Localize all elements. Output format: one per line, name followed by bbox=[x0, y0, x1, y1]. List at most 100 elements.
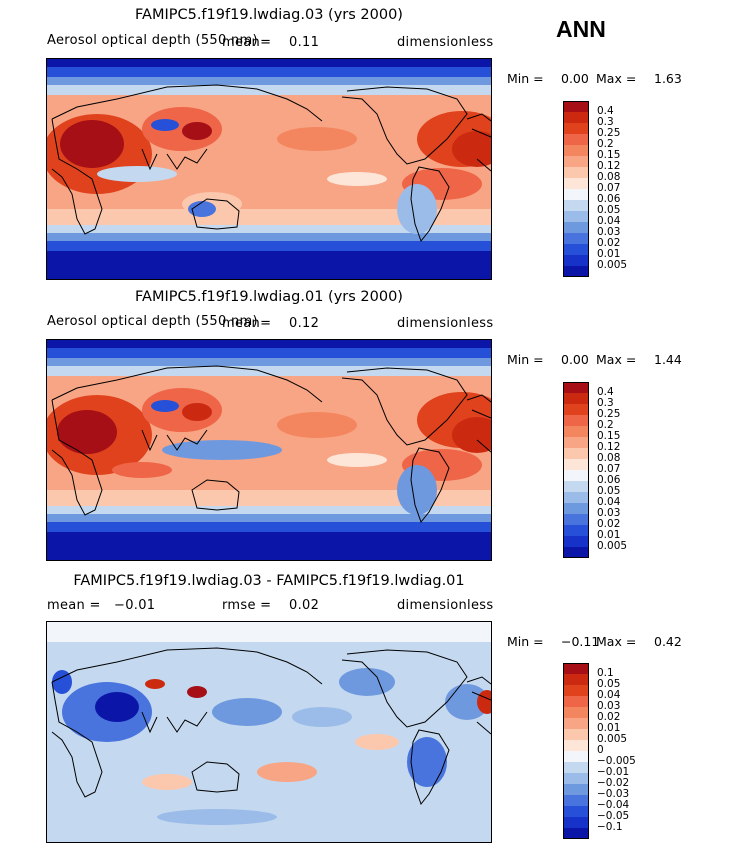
colorbar-tick-label: 0.2 bbox=[597, 419, 614, 431]
colorbar-tick-label: 0.25 bbox=[597, 127, 621, 139]
colorbar-swatch bbox=[563, 156, 589, 167]
colorbar-tick-label: 0.15 bbox=[597, 149, 621, 161]
colorbar-swatch bbox=[563, 382, 589, 393]
panel-1-variable-label: Aerosol optical depth (550 nm) bbox=[47, 33, 258, 48]
field-blob bbox=[187, 686, 207, 698]
colorbar-swatch bbox=[563, 481, 589, 492]
panel-2-mean-value: 0.12 bbox=[289, 316, 320, 331]
colorbar-swatch bbox=[563, 470, 589, 481]
colorbar-swatch bbox=[563, 200, 589, 211]
panel-1-title: FAMIPC5.f19f19.lwdiag.03 (yrs 2000) bbox=[135, 7, 403, 23]
panel-3-map-svg bbox=[47, 622, 491, 842]
colorbar-tick-label: 0.02 bbox=[597, 237, 621, 249]
colorbar-tick-label: 0.3 bbox=[597, 116, 614, 128]
field-blob bbox=[182, 122, 212, 140]
colorbar-tick-label: 0.4 bbox=[597, 105, 614, 117]
colorbar-swatch bbox=[563, 233, 589, 244]
colorbar-swatch bbox=[563, 167, 589, 178]
colorbar-swatch bbox=[563, 784, 589, 795]
colorbar-tick-label: 0.03 bbox=[597, 507, 621, 519]
panel-1-max-value: 1.63 bbox=[654, 71, 682, 86]
field-band bbox=[47, 622, 491, 642]
panel-3-map bbox=[46, 621, 492, 843]
panel-3-title: FAMIPC5.f19f19.lwdiag.03 - FAMIPC5.f19f1… bbox=[73, 573, 465, 589]
colorbar-swatch bbox=[563, 696, 589, 707]
colorbar-tick-label: 0.15 bbox=[597, 430, 621, 442]
field-band bbox=[47, 522, 491, 534]
coastline-australia bbox=[191, 761, 240, 793]
field-band bbox=[47, 225, 491, 235]
colorbar-tick-label: 0.005 bbox=[597, 540, 628, 552]
colorbar-swatch bbox=[563, 729, 589, 740]
field-blob bbox=[95, 692, 139, 722]
coastline-africa-eurasia bbox=[51, 84, 323, 235]
coastline-south-america bbox=[410, 729, 450, 806]
colorbar-tick-label: 0.07 bbox=[597, 463, 621, 475]
panel-2-max-value: 1.44 bbox=[654, 352, 682, 367]
panel-3-rmse-value: 0.02 bbox=[289, 598, 320, 613]
field-blob bbox=[355, 734, 399, 750]
colorbar-tick-label: 0.08 bbox=[597, 171, 621, 183]
field-blob bbox=[60, 120, 124, 168]
field-blob bbox=[182, 403, 212, 421]
panel-3-rmse-label: rmse = bbox=[222, 598, 272, 613]
field-band bbox=[47, 251, 491, 279]
colorbar-tick-label: 0.03 bbox=[597, 226, 621, 238]
colorbar-swatch bbox=[563, 266, 589, 277]
colorbar-tick-label: 0.02 bbox=[597, 518, 621, 530]
coastline-south-america bbox=[410, 447, 450, 524]
panel-2-min-value: 0.00 bbox=[561, 352, 589, 367]
panel-2-min-label: Min = bbox=[507, 352, 544, 367]
field-band bbox=[47, 490, 491, 508]
panel-3-mean-label: mean = bbox=[47, 598, 101, 613]
field-blob bbox=[97, 166, 177, 182]
panel-2-mean-label: mean= bbox=[222, 316, 272, 331]
panel-1-mean-value: 0.11 bbox=[289, 35, 320, 50]
colorbar-swatch bbox=[563, 806, 589, 817]
colorbar-tick-label: −0.005 bbox=[597, 755, 636, 767]
coastline-india bbox=[141, 148, 208, 171]
colorbar-tick-label: 0.07 bbox=[597, 182, 621, 194]
colorbar-swatch bbox=[563, 492, 589, 503]
field-band bbox=[47, 802, 491, 842]
colorbar-swatch bbox=[563, 189, 589, 200]
panel-1-coastlines bbox=[51, 84, 491, 243]
colorbar-tick-label: 0.2 bbox=[597, 138, 614, 150]
field-blob bbox=[151, 400, 179, 412]
colorbar-swatch bbox=[563, 773, 589, 784]
colorbar-swatch bbox=[563, 536, 589, 547]
colorbar-swatch bbox=[563, 817, 589, 828]
colorbar-tick-label: 0.05 bbox=[597, 204, 621, 216]
panel-2-map bbox=[46, 339, 492, 561]
colorbar-swatch bbox=[563, 707, 589, 718]
coastline-north-america bbox=[341, 86, 468, 165]
colorbar-tick-label: −0.01 bbox=[597, 766, 630, 778]
coastline-europe-right bbox=[466, 113, 491, 172]
panel-3-field bbox=[47, 622, 491, 842]
field-blob bbox=[162, 440, 282, 460]
coastline-india bbox=[141, 429, 208, 452]
panel-2-title: FAMIPC5.f19f19.lwdiag.01 (yrs 2000) bbox=[135, 289, 403, 305]
colorbar-swatch bbox=[563, 211, 589, 222]
colorbar-tick-label: 0.03 bbox=[597, 700, 621, 712]
colorbar-tick-label: −0.02 bbox=[597, 777, 630, 789]
colorbar-swatch bbox=[563, 751, 589, 762]
coastline-south-america bbox=[410, 166, 450, 243]
panel-1-units: dimensionless bbox=[397, 35, 494, 50]
colorbar-swatch bbox=[563, 448, 589, 459]
panel-1-map-svg bbox=[47, 59, 491, 279]
colorbar-swatch bbox=[563, 547, 589, 558]
field-blob bbox=[151, 119, 179, 131]
panel-3-units: dimensionless bbox=[397, 598, 494, 613]
colorbar-swatch bbox=[563, 134, 589, 145]
panel-3-min-label: Min = bbox=[507, 634, 544, 649]
field-blob bbox=[407, 737, 447, 787]
field-blob bbox=[52, 670, 72, 694]
colorbar-tick-label: 0.01 bbox=[597, 722, 621, 734]
colorbar-tick-label: 0.12 bbox=[597, 441, 621, 453]
colorbar-tick-label: 0.25 bbox=[597, 408, 621, 420]
coastline-australia bbox=[191, 479, 240, 511]
field-band bbox=[47, 233, 491, 243]
colorbar-swatch bbox=[563, 503, 589, 514]
panel-2-units: dimensionless bbox=[397, 316, 494, 331]
